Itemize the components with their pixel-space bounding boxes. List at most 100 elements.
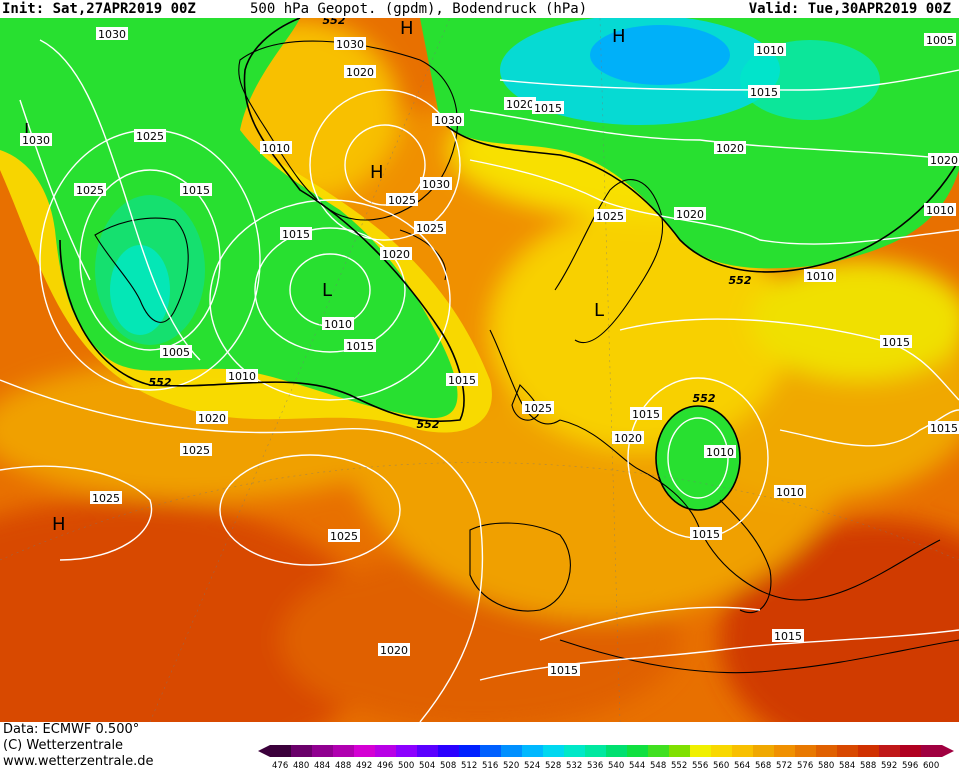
svg-text:1030: 1030 [98, 28, 126, 41]
svg-text:1010: 1010 [706, 446, 734, 459]
isobar-label: 1025 [386, 193, 418, 207]
scale-tick-label: 572 [776, 761, 792, 770]
svg-text:1020: 1020 [346, 66, 374, 79]
svg-text:1025: 1025 [416, 222, 444, 235]
valid-time: Valid: Tue,30APR2019 00Z [748, 1, 951, 17]
scale-swatch [312, 745, 333, 757]
scale-tick-label: 548 [650, 761, 666, 770]
scale-swatch [879, 745, 900, 757]
scale-swatch [900, 745, 921, 757]
isobar-label: 1020 [928, 153, 959, 167]
isobar-label: 1015 [880, 335, 912, 349]
svg-text:1020: 1020 [380, 644, 408, 657]
svg-text:1015: 1015 [882, 336, 910, 349]
scale-swatch [648, 745, 669, 757]
isobar-label: 1025 [328, 529, 360, 543]
website-link[interactable]: www.wetterzentrale.de [3, 754, 154, 769]
isobar-label: 1010 [924, 203, 956, 217]
scale-tick-label: 512 [461, 761, 477, 770]
isobar-label: 1010 [804, 269, 836, 283]
svg-text:1025: 1025 [388, 194, 416, 207]
scale-tick-label: 568 [755, 761, 771, 770]
scale-swatch [837, 745, 858, 757]
geopotential-552-label: 552 [693, 392, 716, 405]
scale-swatch [375, 745, 396, 757]
svg-text:1015: 1015 [632, 408, 660, 421]
scale-swatch [690, 745, 711, 757]
svg-text:1030: 1030 [22, 134, 50, 147]
isobar-label: 1030 [96, 27, 128, 41]
svg-text:1020: 1020 [930, 154, 958, 167]
scale-swatch [732, 745, 753, 757]
scale-swatch [606, 745, 627, 757]
isobar-label: 1010 [260, 141, 292, 155]
copyright: (C) Wetterzentrale [3, 738, 124, 753]
scale-swatch [501, 745, 522, 757]
scale-swatch [816, 745, 837, 757]
isobar-label: 1015 [446, 373, 478, 387]
isobar-label: 1020 [674, 207, 706, 221]
svg-text:1005: 1005 [926, 34, 954, 47]
svg-text:1020: 1020 [676, 208, 704, 221]
isobar-label: 1030 [20, 133, 52, 147]
isobar-label: 1020 [714, 141, 746, 155]
svg-text:1010: 1010 [776, 486, 804, 499]
svg-text:1010: 1010 [926, 204, 954, 217]
scale-tick-label: 524 [524, 761, 540, 770]
isobar-label: 1020 [612, 431, 644, 445]
scale-swatch [669, 745, 690, 757]
map-title: 500 hPa Geopot. (gpdm), Bodendruck (hPa) [250, 1, 588, 17]
isobar-label: 1010 [774, 485, 806, 499]
svg-text:1015: 1015 [750, 86, 778, 99]
scale-tick-label: 536 [587, 761, 603, 770]
isobar-label: 1030 [420, 177, 452, 191]
forecast-map: H H H H L L L 1030 1030 1025 1025 1015 1030 10… [0, 18, 959, 722]
scale-swatch [438, 745, 459, 757]
svg-text:1015: 1015 [930, 422, 958, 435]
scale-tick-label: 504 [419, 761, 435, 770]
isobar-label: 1015 [344, 339, 376, 353]
svg-text:1015: 1015 [692, 528, 720, 541]
scale-max-arrow [942, 745, 954, 757]
svg-text:1010: 1010 [324, 318, 352, 331]
scale-swatch [270, 745, 291, 757]
geopotential-552-label: 552 [323, 18, 346, 27]
scale-swatch [795, 745, 816, 757]
isobar-label: 1025 [74, 183, 106, 197]
svg-text:1010: 1010 [228, 370, 256, 383]
scale-tick-label: 552 [671, 761, 687, 770]
cutoff-low [656, 406, 740, 510]
data-source: Data: ECMWF 0.500° [3, 722, 140, 737]
isobar-label: 1010 [322, 317, 354, 331]
color-scale-legend: 476 480 484 488 492 496 500 504 508 512 516 520 524 5… [258, 745, 954, 770]
svg-text:1025: 1025 [136, 130, 164, 143]
scale-swatch [291, 745, 312, 757]
scale-tick-label: 540 [608, 761, 624, 770]
scale-tick-label: 576 [797, 761, 813, 770]
svg-text:1030: 1030 [434, 114, 462, 127]
scale-tick-label: 556 [692, 761, 708, 770]
scale-swatch [858, 745, 879, 757]
isobar-label: 1025 [90, 491, 122, 505]
scale-tick-label: 580 [818, 761, 834, 770]
scale-tick-label: 508 [440, 761, 456, 770]
scale-tick-label: 592 [881, 761, 897, 770]
scale-swatch [627, 745, 648, 757]
scale-tick-label: 584 [839, 761, 855, 770]
geopotential-552-label: 552 [417, 418, 440, 431]
svg-text:1010: 1010 [806, 270, 834, 283]
svg-text:1020: 1020 [382, 248, 410, 261]
isobar-label: 1015 [690, 527, 722, 541]
scale-tick-label: 520 [503, 761, 519, 770]
scale-swatch [585, 745, 606, 757]
isobar-label: 1005 [160, 345, 192, 359]
svg-text:1030: 1030 [336, 38, 364, 51]
svg-text:1025: 1025 [182, 444, 210, 457]
scale-tick-label: 596 [902, 761, 918, 770]
isobar-label: 1020 [344, 65, 376, 79]
isobar-label: 1010 [704, 445, 736, 459]
isobar-label: 1015 [928, 421, 959, 435]
geopotential-552-label: 552 [149, 376, 172, 389]
scale-swatch [564, 745, 585, 757]
